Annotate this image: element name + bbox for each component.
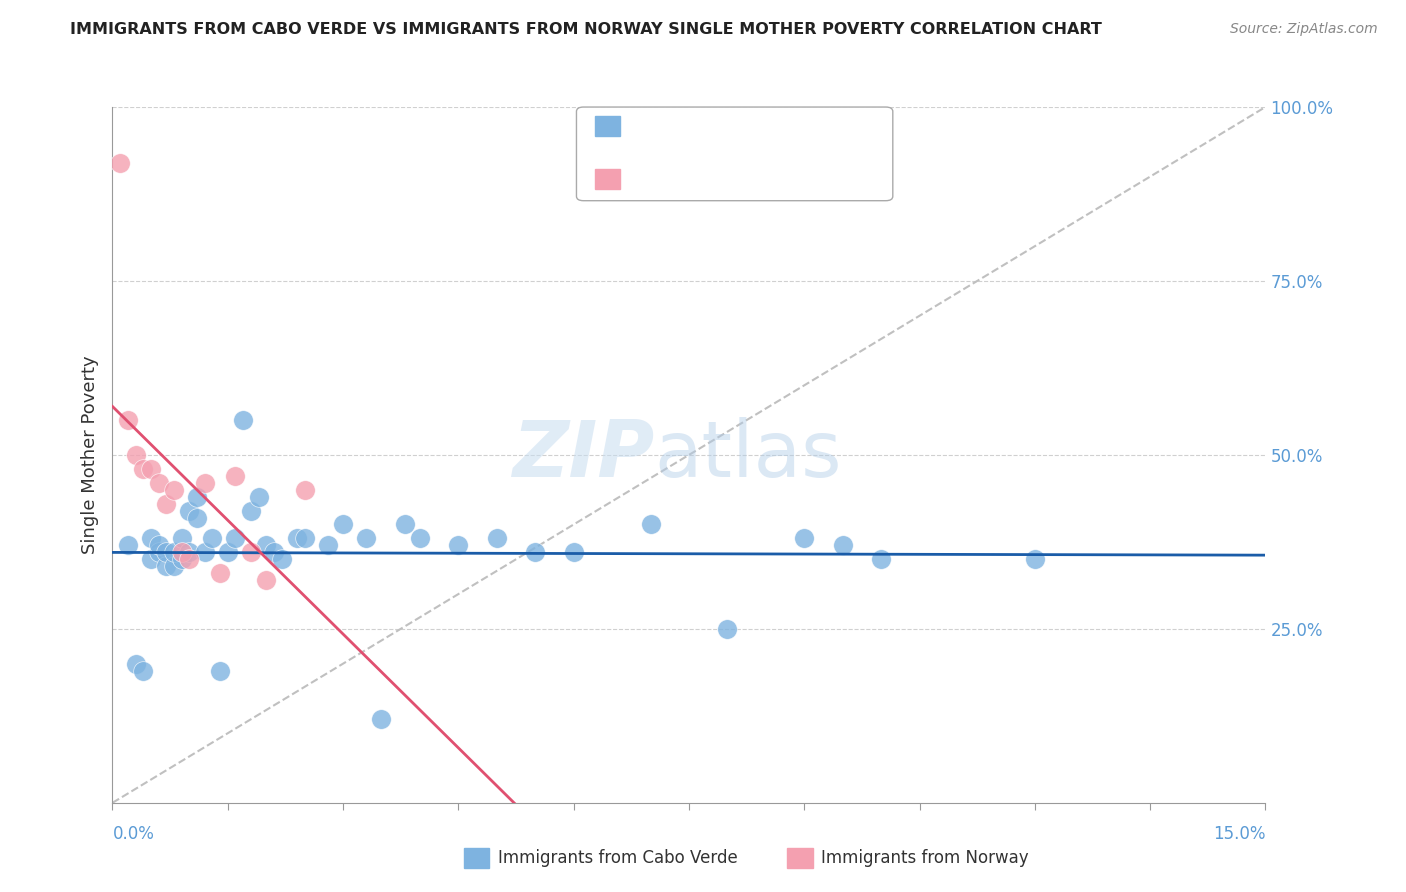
Point [170, 552, 193, 566]
Point [179, 552, 201, 566]
Point [1024, 552, 1046, 566]
Point [716, 622, 738, 636]
Point [179, 503, 201, 517]
Point [217, 545, 239, 559]
Point [270, 552, 292, 566]
Point [316, 538, 339, 552]
Text: N =: N = [725, 117, 762, 135]
Point [409, 532, 432, 546]
Text: 16: 16 [761, 170, 783, 188]
Point [447, 538, 470, 552]
Text: N =: N = [725, 170, 762, 188]
Point [148, 538, 170, 552]
Point [186, 510, 208, 524]
Text: 0.336: 0.336 [665, 170, 717, 188]
Point [124, 657, 146, 671]
Point [155, 545, 177, 559]
Point [524, 545, 547, 559]
Text: Immigrants from Norway: Immigrants from Norway [821, 849, 1029, 867]
Point [247, 490, 270, 504]
Point [209, 664, 232, 678]
Point [124, 448, 146, 462]
Point [155, 559, 177, 574]
Point [209, 566, 232, 581]
Point [394, 517, 416, 532]
Point [139, 532, 162, 546]
Point [485, 532, 508, 546]
Point [831, 538, 853, 552]
Point [155, 497, 177, 511]
Point [354, 532, 377, 546]
Point [294, 483, 316, 497]
Point [332, 517, 354, 532]
Point [163, 545, 186, 559]
Point [170, 545, 193, 559]
Point [224, 468, 246, 483]
Text: R =: R = [628, 117, 665, 135]
Text: IMMIGRANTS FROM CABO VERDE VS IMMIGRANTS FROM NORWAY SINGLE MOTHER POVERTY CORRE: IMMIGRANTS FROM CABO VERDE VS IMMIGRANTS… [70, 22, 1102, 37]
Text: -0.028: -0.028 [665, 117, 724, 135]
Point [239, 503, 262, 517]
Point [132, 664, 155, 678]
Point [117, 538, 139, 552]
Point [263, 545, 285, 559]
Text: Immigrants from Cabo Verde: Immigrants from Cabo Verde [498, 849, 738, 867]
Point [254, 538, 277, 552]
Text: ZIP: ZIP [512, 417, 654, 493]
Text: 0.0%: 0.0% [112, 825, 155, 843]
Point [870, 552, 893, 566]
Point [139, 552, 162, 566]
Text: 46: 46 [761, 117, 783, 135]
Point [224, 532, 246, 546]
Text: atlas: atlas [654, 417, 842, 493]
Point [163, 483, 186, 497]
Point [201, 532, 224, 546]
Point [254, 573, 277, 587]
Point [117, 413, 139, 427]
Point [294, 532, 316, 546]
Point [232, 413, 254, 427]
Point [239, 545, 262, 559]
Point [640, 517, 662, 532]
Text: R =: R = [628, 170, 665, 188]
Text: 15.0%: 15.0% [1213, 825, 1265, 843]
Point [370, 712, 392, 726]
Point [148, 545, 170, 559]
Y-axis label: Single Mother Poverty: Single Mother Poverty [80, 356, 98, 554]
Point [793, 532, 815, 546]
Point [148, 475, 170, 490]
Point [285, 532, 308, 546]
Point [170, 532, 193, 546]
Point [194, 475, 217, 490]
Point [163, 559, 186, 574]
Point [139, 462, 162, 476]
Point [186, 490, 208, 504]
Text: Source: ZipAtlas.com: Source: ZipAtlas.com [1230, 22, 1378, 37]
Point [108, 155, 131, 169]
Point [179, 545, 201, 559]
Point [132, 462, 155, 476]
Point [562, 545, 585, 559]
Point [194, 545, 217, 559]
